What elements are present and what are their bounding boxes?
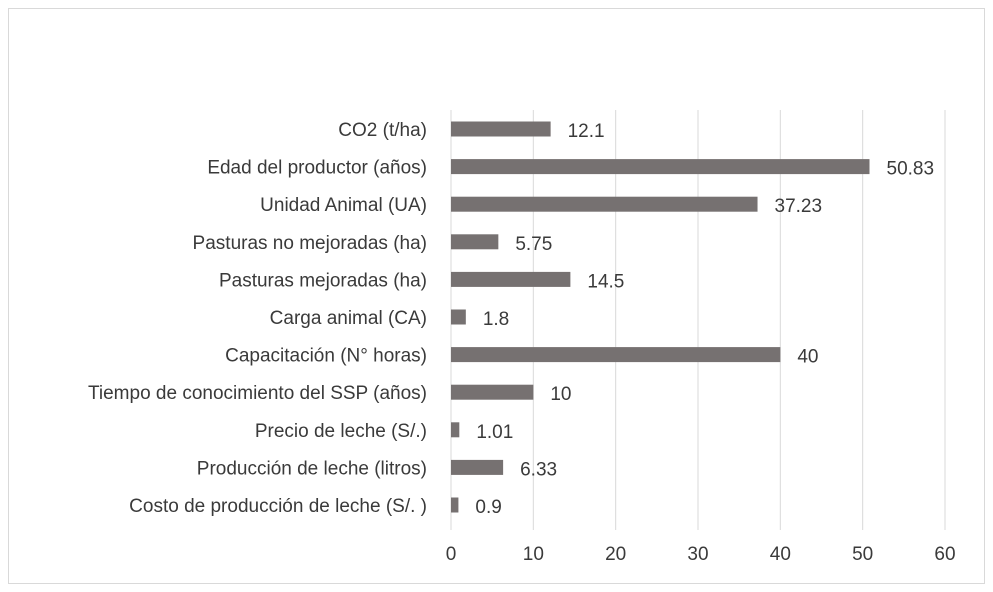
x-tick-label-5: 50 (852, 544, 873, 565)
data-label-7: 10 (550, 384, 571, 405)
data-label-0: 12.1 (568, 121, 605, 142)
category-label-8: Precio de leche (S/.) (255, 421, 427, 442)
category-label-6: Capacitación (N° horas) (225, 346, 427, 367)
x-tick-label-3: 30 (687, 544, 708, 565)
bar-0 (451, 121, 551, 137)
x-tick-label-1: 10 (523, 544, 544, 565)
x-tick-label-2: 20 (605, 544, 626, 565)
data-label-2: 37.23 (775, 196, 823, 217)
bar-8 (451, 422, 460, 438)
category-label-7: Tiempo de conocimiento del SSP (años) (88, 383, 427, 404)
category-label-2: Unidad Animal (UA) (260, 195, 427, 216)
bar-5 (451, 309, 466, 325)
category-label-5: Carga animal (CA) (270, 308, 427, 329)
data-label-4: 14.5 (587, 271, 624, 292)
data-label-6: 40 (797, 347, 818, 368)
data-label-5: 1.8 (483, 309, 509, 330)
x-tick-label-0: 0 (446, 544, 457, 565)
category-label-3: Pasturas no mejoradas (ha) (193, 233, 427, 254)
bar-9 (451, 459, 504, 475)
data-label-1: 50.83 (887, 159, 935, 180)
category-label-0: CO2 (t/ha) (338, 120, 427, 141)
bar-3 (451, 234, 499, 250)
category-label-10: Costo de producción de leche (S/. ) (129, 496, 427, 517)
data-label-9: 6.33 (520, 459, 557, 480)
category-label-4: Pasturas mejoradas (ha) (219, 270, 427, 291)
x-tick-label-6: 60 (934, 544, 955, 565)
bar-2 (451, 196, 758, 212)
data-label-3: 5.75 (515, 234, 552, 255)
category-label-9: Producción de leche (litros) (197, 458, 427, 479)
category-label-1: Edad del productor (años) (207, 158, 427, 179)
chart-frame (8, 8, 985, 584)
bar-10 (451, 497, 459, 513)
data-label-10: 0.9 (475, 497, 501, 518)
x-tick-label-4: 40 (770, 544, 791, 565)
bar-6 (451, 347, 781, 363)
bar-1 (451, 159, 870, 175)
data-label-8: 1.01 (476, 422, 513, 443)
bar-4 (451, 271, 571, 287)
bar-7 (451, 384, 534, 400)
